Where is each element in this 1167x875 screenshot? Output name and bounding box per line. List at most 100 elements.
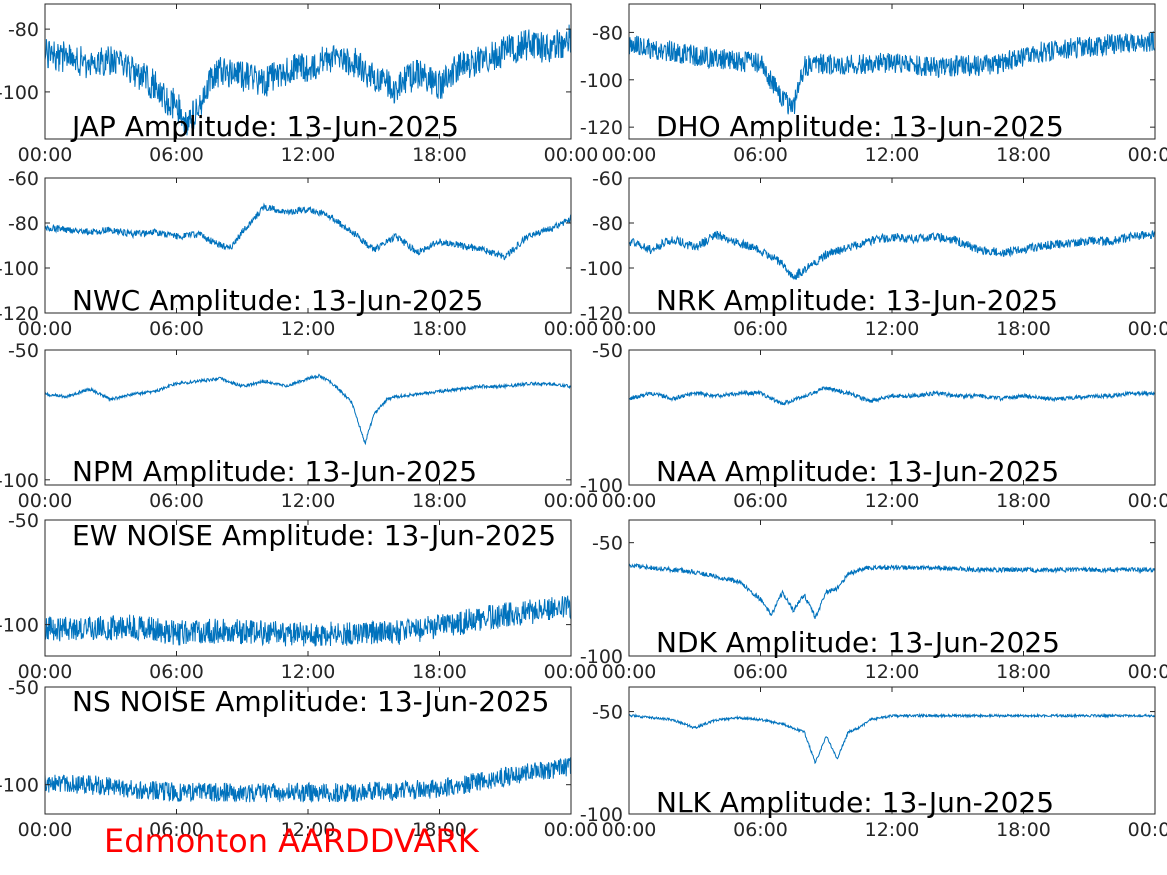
x-tick-label: 18:00 (996, 490, 1051, 512)
x-tick-label: 12:00 (865, 490, 920, 512)
panel-title-naa: NAA Amplitude: 13-Jun-2025 (656, 455, 1059, 488)
x-tick-label: 18:00 (412, 819, 467, 841)
x-tick-label: 18:00 (996, 318, 1051, 340)
x-tick-label: 06:00 (733, 819, 788, 841)
series-line-jap (45, 24, 571, 136)
x-tick-label: 18:00 (996, 144, 1051, 166)
panel-title-npm: NPM Amplitude: 13-Jun-2025 (72, 455, 477, 488)
chart-panel-nrk: 00:00 06:00 12:00 18:00 00:00 -60 -80 -100 -120 N… (580, 168, 1167, 340)
panel-title-nwc: NWC Amplitude: 13-Jun-2025 (72, 284, 483, 317)
x-tick-label: 00:00 (544, 318, 599, 340)
series-line-ndk (629, 562, 1155, 620)
y-tick-label: -80 (592, 213, 623, 235)
y-tick-label: -120 (0, 303, 39, 325)
y-tick-label: -60 (592, 168, 623, 190)
y-tick-label: -100 (0, 775, 39, 797)
series-line-dho (629, 30, 1155, 115)
y-tick-label: -50 (592, 340, 623, 362)
y-tick-label: -50 (8, 677, 39, 699)
y-tick-label: -50 (592, 533, 623, 555)
x-tick-label: 06:00 (149, 661, 204, 683)
x-tick-label: 18:00 (412, 490, 467, 512)
y-tick-label: -80 (8, 19, 39, 41)
x-tick-label: 06:00 (149, 318, 204, 340)
y-tick-label: -100 (580, 646, 623, 668)
x-tick-label: 00:00 (602, 661, 657, 683)
x-tick-label: 00:00 (18, 144, 73, 166)
x-tick-label: 00:00 (544, 819, 599, 841)
panel-title-jap: JAP Amplitude: 13-Jun-2025 (70, 110, 459, 143)
x-tick-label: 06:00 (733, 318, 788, 340)
x-tick-label: 18:00 (412, 661, 467, 683)
x-tick-label: 06:00 (733, 144, 788, 166)
x-tick-label: 12:00 (865, 661, 920, 683)
panel-title-ndk: NDK Amplitude: 13-Jun-2025 (656, 626, 1060, 659)
panel-title-dho: DHO Amplitude: 13-Jun-2025 (656, 110, 1064, 143)
chart-panel-ns-noise: 00:00 06:00 12:00 18:00 00:00 -50 -100 NS NOISE… (0, 677, 598, 841)
x-tick-label: 00:00 (544, 144, 599, 166)
y-tick-label: -80 (592, 22, 623, 44)
y-tick-label: -120 (580, 303, 623, 325)
x-tick-label: 06:00 (149, 819, 204, 841)
x-tick-label: 00:00 (544, 661, 599, 683)
x-tick-label: 18:00 (412, 144, 467, 166)
x-tick-label: 18:00 (412, 318, 467, 340)
panel-title-nlk: NLK Amplitude: 13-Jun-2025 (656, 786, 1054, 819)
y-tick-label: -60 (8, 168, 39, 190)
x-tick-label: 06:00 (733, 490, 788, 512)
x-tick-label: 12:00 (865, 318, 920, 340)
y-tick-label: -80 (8, 213, 39, 235)
x-tick-label: 00:00 (1128, 661, 1167, 683)
series-line-ns-noise (45, 757, 571, 804)
x-tick-label: 00:00 (602, 490, 657, 512)
series-line-ew-noise (45, 595, 571, 647)
y-tick-label: -100 (0, 470, 39, 492)
x-tick-label: 12:00 (865, 144, 920, 166)
chart-panel-jap: 00:00 06:00 12:00 18:00 00:00 -80 -100 JAP Ampl… (0, 3, 599, 166)
footer-title: Edmonton AARDDVARK (104, 822, 479, 860)
x-tick-label: 18:00 (996, 661, 1051, 683)
y-tick-label: -100 (580, 258, 623, 280)
y-tick-label: -100 (0, 615, 39, 637)
x-tick-label: 12:00 (281, 490, 336, 512)
x-tick-label: 00:00 (602, 144, 657, 166)
chart-panel-nwc: 00:00 06:00 12:00 18:00 00:00 -60 -80 -100 -120 N… (0, 168, 598, 340)
chart-panel-ndk: 00:00 06:00 12:00 18:00 00:00 -50 -100 NDK Ampl… (580, 519, 1167, 683)
x-tick-label: 00:00 (602, 819, 657, 841)
x-tick-label: 06:00 (149, 490, 204, 512)
x-tick-label: 12:00 (281, 819, 336, 841)
series-line-nwc (45, 202, 571, 261)
x-tick-label: 00:00 (18, 819, 73, 841)
chart-panel-nlk: 00:00 06:00 12:00 18:00 00:00 -50 -100 NLK Ampl… (580, 686, 1167, 841)
x-tick-label: 18:00 (996, 819, 1051, 841)
x-tick-label: 00:00 (1128, 318, 1167, 340)
series-line-nlk (629, 712, 1155, 765)
chart-panel-dho: 00:00 06:00 12:00 18:00 00:00 -80 -100 -120 DHO … (580, 3, 1167, 166)
x-tick-label: 06:00 (149, 144, 204, 166)
x-tick-label: 06:00 (733, 661, 788, 683)
x-tick-label: 00:00 (18, 318, 73, 340)
x-tick-label: 00:00 (544, 490, 599, 512)
y-tick-label: -100 (0, 82, 39, 104)
x-tick-label: 00:00 (1128, 144, 1167, 166)
x-tick-label: 00:00 (1128, 490, 1167, 512)
chart-panel-npm: 00:00 06:00 12:00 18:00 00:00 -50 -100 NPM Ampl… (0, 340, 598, 512)
x-tick-label: 00:00 (18, 490, 73, 512)
y-tick-label: -50 (8, 340, 39, 362)
y-tick-label: -100 (580, 475, 623, 497)
x-tick-label: 00:00 (602, 318, 657, 340)
y-tick-label: -50 (592, 702, 623, 724)
x-tick-label: 12:00 (865, 819, 920, 841)
panel-title-nrk: NRK Amplitude: 13-Jun-2025 (656, 284, 1058, 317)
series-line-nrk (629, 230, 1155, 281)
x-tick-label: 12:00 (281, 318, 336, 340)
x-tick-label: 12:00 (281, 144, 336, 166)
x-tick-label: 00:00 (1128, 819, 1167, 841)
panel-title-ew-noise: EW NOISE Amplitude: 13-Jun-2025 (72, 519, 556, 552)
series-line-npm (45, 373, 571, 446)
x-tick-label: 12:00 (281, 661, 336, 683)
y-tick-label: -100 (580, 70, 623, 92)
panel-title-ns-noise: NS NOISE Amplitude: 13-Jun-2025 (72, 685, 549, 718)
y-tick-label: -50 (8, 510, 39, 532)
